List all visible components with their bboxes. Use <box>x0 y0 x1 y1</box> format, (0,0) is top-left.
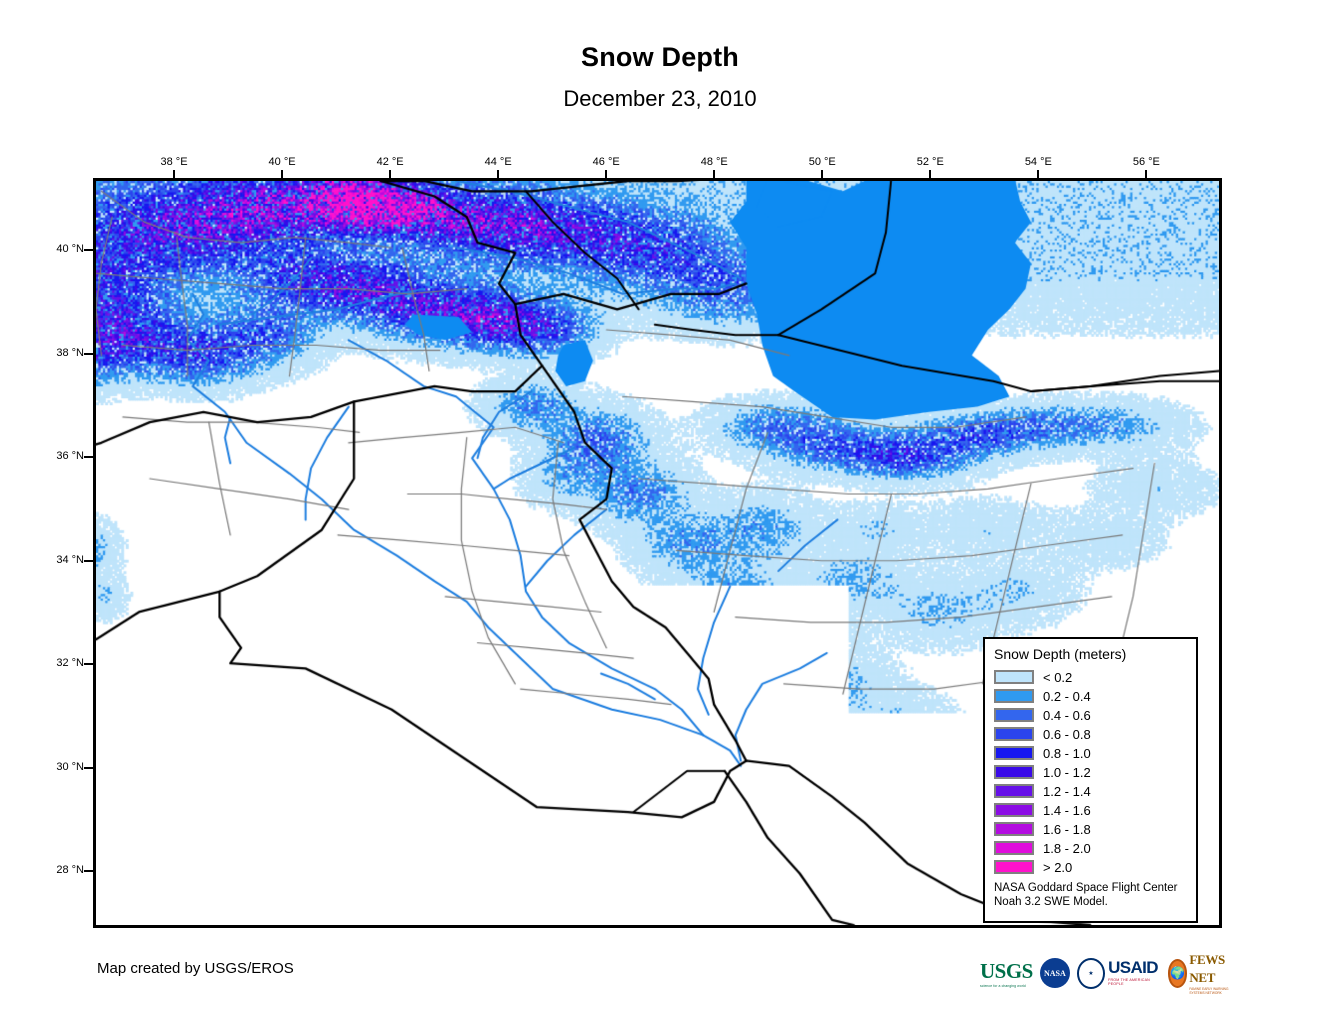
longitude-tick-label: 48 °E <box>700 156 728 168</box>
longitude-tick-label: 44 °E <box>484 156 512 168</box>
legend-row: 1.0 - 1.2 <box>994 763 1196 781</box>
usgs-logo-text: USGS <box>980 958 1033 983</box>
legend-swatch <box>994 841 1034 855</box>
legend-label: 1.2 - 1.4 <box>1043 783 1091 799</box>
legend-attribution-line1: NASA Goddard Space Flight Center <box>994 882 1178 894</box>
legend-row: 0.8 - 1.0 <box>994 744 1196 762</box>
latitude-tick-mark <box>84 870 93 873</box>
legend-swatch <box>994 822 1034 836</box>
latitude-tick-label: 38 °N <box>56 346 84 359</box>
legend-label: 1.4 - 1.6 <box>1043 802 1091 818</box>
usaid-seal-icon: ★ <box>1076 957 1106 989</box>
latitude-tick-label: 32 °N <box>56 657 84 670</box>
legend-swatch <box>994 746 1034 760</box>
logo-bar: USGS science for a changing world NASA ★… <box>980 953 1228 995</box>
legend-label: 0.4 - 0.6 <box>1043 707 1091 723</box>
latitude-tick-mark <box>84 663 93 666</box>
usaid-logo-text: USAID <box>1108 958 1159 977</box>
latitude-tick-mark <box>84 352 93 355</box>
legend-swatch <box>994 784 1034 798</box>
legend-row: 0.6 - 0.8 <box>994 725 1196 743</box>
legend-row: 0.4 - 0.6 <box>994 706 1196 724</box>
longitude-tick-mark <box>713 170 716 178</box>
page-subtitle-date: December 23, 2010 <box>563 86 757 111</box>
usaid-logo[interactable]: ★ USAID FROM THE AMERICAN PEOPLE <box>1076 957 1161 989</box>
legend-row: > 2.0 <box>994 858 1196 876</box>
longitude-tick-mark <box>605 170 608 178</box>
latitude-tick-label: 34 °N <box>56 553 84 566</box>
longitude-tick-label: 56 °E <box>1132 156 1160 168</box>
legend-label: 0.8 - 1.0 <box>1043 745 1091 761</box>
page-title: Snow Depth <box>581 42 739 72</box>
legend-label: 1.6 - 1.8 <box>1043 821 1091 837</box>
usgs-logo[interactable]: USGS science for a changing world <box>980 958 1033 988</box>
legend-row: 1.2 - 1.4 <box>994 782 1196 800</box>
legend-label: < 0.2 <box>1043 669 1073 685</box>
longitude-tick-mark <box>173 170 176 178</box>
longitude-tick-mark <box>821 170 824 178</box>
longitude-tick-mark <box>1037 170 1040 178</box>
legend-attribution: NASA Goddard Space Flight Center Noah 3.… <box>994 882 1196 909</box>
fewsnet-logo[interactable]: 🌍 FEWS NET FAMINE EARLY WARNING SYSTEMS … <box>1167 953 1235 995</box>
legend-row: 1.8 - 2.0 <box>994 839 1196 857</box>
legend-entries: < 0.2 0.2 - 0.4 0.4 - 0.6 0.6 - 0.8 0.8 - 1.… <box>994 668 1196 876</box>
latitude-tick-mark <box>84 766 93 769</box>
legend-label: 1.0 - 1.2 <box>1043 764 1091 780</box>
legend-swatch <box>994 689 1034 703</box>
longitude-tick-mark <box>1145 170 1148 178</box>
legend-swatch <box>994 708 1034 722</box>
legend-swatch <box>994 803 1034 817</box>
nasa-logo[interactable]: NASA <box>1039 958 1070 988</box>
usaid-logo-tagline: FROM THE AMERICAN PEOPLE <box>1108 978 1150 986</box>
longitude-tick-label: 42 °E <box>376 156 404 168</box>
longitude-tick-mark <box>497 170 500 178</box>
longitude-tick-mark <box>389 170 392 178</box>
longitude-tick-label: 52 °E <box>916 156 944 168</box>
longitude-tick-label: 50 °E <box>808 156 836 168</box>
legend-row: 1.6 - 1.8 <box>994 820 1196 838</box>
legend-title: Snow Depth (meters) <box>994 646 1127 662</box>
map-credit: Map created by USGS/EROS <box>97 960 294 977</box>
longitude-tick-mark <box>281 170 284 178</box>
legend-row: < 0.2 <box>994 668 1196 686</box>
longitude-tick-label: 46 °E <box>592 156 620 168</box>
latitude-tick-mark <box>84 249 93 252</box>
latitude-tick-mark <box>84 559 93 562</box>
fewsnet-logo-text: FEWS NET <box>1189 952 1225 985</box>
legend-label: 0.2 - 0.4 <box>1043 688 1091 704</box>
latitude-tick-label: 36 °N <box>56 450 84 463</box>
longitude-tick-label: 40 °E <box>268 156 296 168</box>
legend-swatch <box>994 765 1034 779</box>
longitude-tick-label: 38 °E <box>160 156 188 168</box>
usgs-logo-tagline: science for a changing world <box>980 983 1026 988</box>
legend-row: 0.2 - 0.4 <box>994 687 1196 705</box>
latitude-tick-label: 28 °N <box>56 864 84 877</box>
latitude-tick-label: 30 °N <box>56 760 84 773</box>
legend-row: 1.4 - 1.6 <box>994 801 1196 819</box>
legend-swatch <box>994 727 1034 741</box>
fewsnet-logo-tagline: FAMINE EARLY WARNING SYSTEMS NETWORK <box>1189 987 1229 995</box>
legend-swatch <box>994 670 1034 684</box>
legend-attribution-line2: Noah 3.2 SWE Model. <box>994 895 1108 908</box>
legend-label: 1.8 - 2.0 <box>1043 840 1091 856</box>
legend-label: 0.6 - 0.8 <box>1043 726 1091 742</box>
legend-label: > 2.0 <box>1043 859 1073 875</box>
longitude-tick-mark <box>929 170 932 178</box>
latitude-tick-mark <box>84 456 93 459</box>
latitude-tick-label: 40 °N <box>56 243 84 256</box>
legend-panel: Snow Depth (meters) < 0.2 0.2 - 0.4 0.4 - … <box>983 637 1198 923</box>
globe-icon: 🌍 <box>1167 958 1188 988</box>
legend-swatch <box>994 860 1034 874</box>
longitude-tick-label: 54 °E <box>1024 156 1052 168</box>
nasa-logo-text: NASA <box>1039 958 1070 988</box>
